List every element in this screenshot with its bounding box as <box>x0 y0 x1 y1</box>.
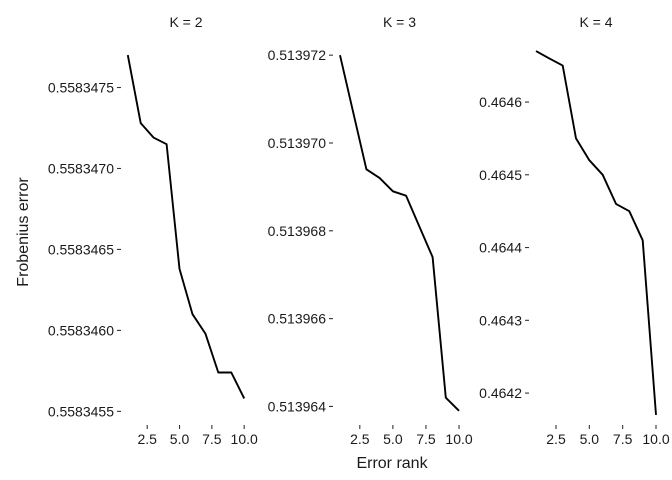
y-tick-label: 0.4646 <box>479 94 522 110</box>
y-tick-label: 0.5583465 <box>48 241 114 257</box>
x-tick-label: 5.0 <box>383 431 403 447</box>
y-tick-label: 0.4644 <box>479 240 522 256</box>
series-line <box>126 54 246 399</box>
y-tick-label: 0.513968 <box>268 223 327 239</box>
y-tick-label: 0.513966 <box>268 311 327 327</box>
y-tick-label: 0.4643 <box>479 312 522 328</box>
panel-title: K = 4 <box>579 14 612 30</box>
x-tick-label: 10.0 <box>231 431 258 447</box>
panel-title: K = 2 <box>169 14 202 30</box>
x-axis-title: Error rank <box>356 455 428 472</box>
y-tick-label: 0.4645 <box>479 167 522 183</box>
y-tick-label: 0.5583475 <box>48 80 114 96</box>
x-tick-label: 2.5 <box>546 431 566 447</box>
x-tick-label: 10.0 <box>642 431 669 447</box>
series-line <box>535 50 657 415</box>
y-tick-label: 0.5583460 <box>48 322 114 338</box>
panel-title: K = 3 <box>383 14 416 30</box>
y-tick-label: 0.4642 <box>479 385 522 401</box>
x-tick-label: 7.5 <box>613 431 633 447</box>
x-tick-label: 5.0 <box>580 431 600 447</box>
y-tick-label: 0.513970 <box>268 135 327 151</box>
x-tick-label: 7.5 <box>202 431 222 447</box>
x-tick-label: 2.5 <box>350 431 370 447</box>
x-tick-label: 2.5 <box>137 431 157 447</box>
panel-k3: K = 3 0.513964 0.513966 0.513968 0.513970 0.5… <box>268 14 473 447</box>
x-tick-label: 7.5 <box>416 431 436 447</box>
y-tick-label: 0.5583470 <box>48 160 114 176</box>
y-tick-label: 0.5583455 <box>48 403 114 419</box>
y-tick-label: 0.513972 <box>268 47 327 63</box>
chart-panels: K = 2 0.5583455 0.5583460 0.5583465 0.558347… <box>48 14 670 447</box>
y-tick-label: 0.513964 <box>268 398 327 414</box>
x-tick-label: 5.0 <box>170 431 190 447</box>
series-line <box>339 54 460 412</box>
x-tick-label: 10.0 <box>445 431 472 447</box>
panel-k2: K = 2 0.5583455 0.5583460 0.5583465 0.558347… <box>48 14 258 447</box>
y-axis-title: Frobenius error <box>15 177 32 287</box>
panel-k4: K = 4 0.4642 0.4643 0.4644 0.4645 0.4646 2.5 5.… <box>479 14 670 447</box>
